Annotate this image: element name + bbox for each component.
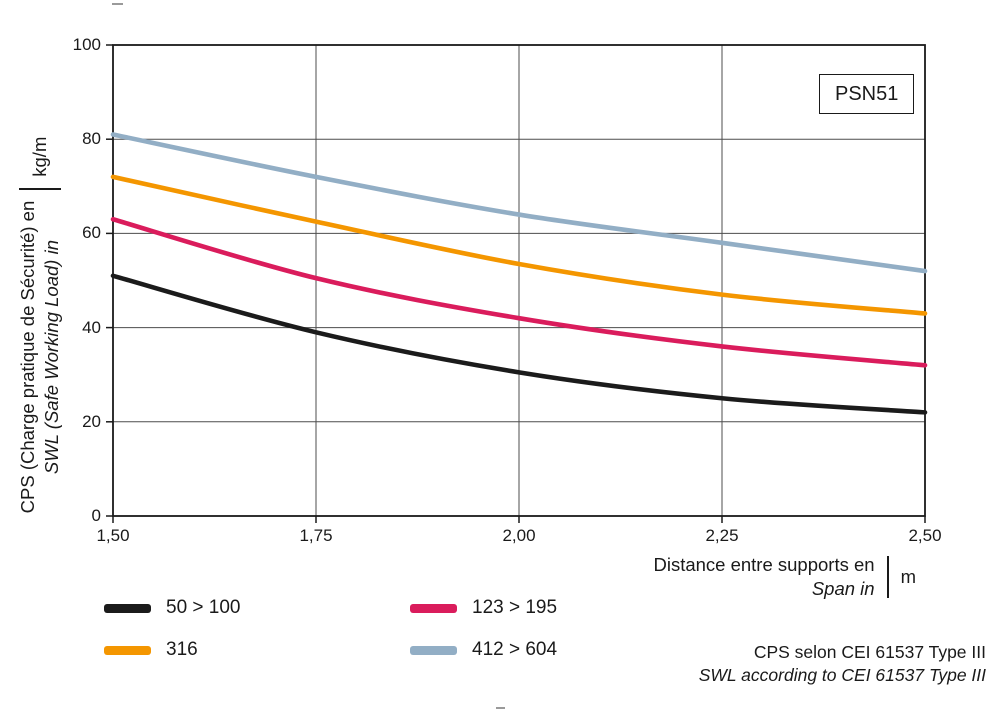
y-axis-label-en: SWL (Safe Working Load) in — [41, 240, 62, 475]
y-axis-label: CPS (Charge pratique de Sécurité) en SWL… — [16, 201, 63, 514]
legend-label: 412 > 604 — [472, 639, 558, 660]
legend-label: 316 — [166, 639, 198, 660]
x-axis-label-en: Span in — [811, 577, 875, 599]
crop-mark — [496, 707, 505, 709]
standard-note-en: SWL according to CEI 61537 Type III — [698, 665, 986, 686]
y-tick-label: 0 — [91, 506, 101, 525]
x-axis-label: Distance entre supports en Span in — [653, 553, 874, 600]
y-tick-label: 60 — [82, 223, 101, 243]
legend: 50 > 100 123 > 195 316 412 > 604 — [104, 597, 557, 661]
legend-item: 316 — [104, 639, 410, 661]
legend-item: 50 > 100 — [104, 597, 410, 619]
x-tick-label: 1,50 — [96, 526, 130, 545]
y-tick-label: 40 — [82, 317, 101, 337]
series-line-50-100 — [110, 273, 928, 415]
x-axis-label-fr: Distance entre supports en — [653, 554, 875, 575]
y-tick-label: 100 — [72, 35, 101, 54]
legend-swatch-icon — [410, 645, 457, 655]
x-axis-title: Distance entre supports en Span in m — [653, 553, 916, 600]
legend-label: 123 > 195 — [472, 597, 558, 618]
y-axis-unit: kg/m — [29, 136, 50, 177]
x-tick-label: 2,25 — [705, 526, 739, 545]
series-line-412-604 — [110, 132, 928, 274]
crop-mark — [112, 3, 123, 5]
x-tick-label: 2,00 — [502, 526, 536, 545]
legend-swatch-icon — [104, 645, 151, 655]
legend-item: 412 > 604 — [410, 639, 557, 661]
x-tick-label: 1,75 — [299, 526, 333, 545]
series-code-box: PSN51 — [819, 74, 915, 114]
unit-divider-icon — [886, 555, 889, 598]
standard-note: CPS selon CEI 61537 Type III SWL accordi… — [699, 641, 986, 687]
x-tick-label: 2,50 — [908, 526, 942, 545]
legend-label: 50 > 100 — [166, 597, 241, 618]
x-axis-unit: m — [900, 565, 916, 587]
standard-note-fr: CPS selon CEI 61537 Type III — [753, 642, 986, 662]
legend-swatch-icon — [104, 603, 151, 613]
y-tick-label: 80 — [82, 129, 101, 149]
legend-swatch-icon — [410, 603, 457, 613]
legend-item: 123 > 195 — [410, 597, 557, 619]
series-line-316 — [110, 174, 928, 316]
y-axis-label-fr: CPS (Charge pratique de Sécurité) en — [17, 200, 39, 514]
y-tick-label: 20 — [82, 411, 101, 431]
unit-divider-icon — [19, 187, 61, 190]
series-line-123-195 — [110, 216, 928, 368]
